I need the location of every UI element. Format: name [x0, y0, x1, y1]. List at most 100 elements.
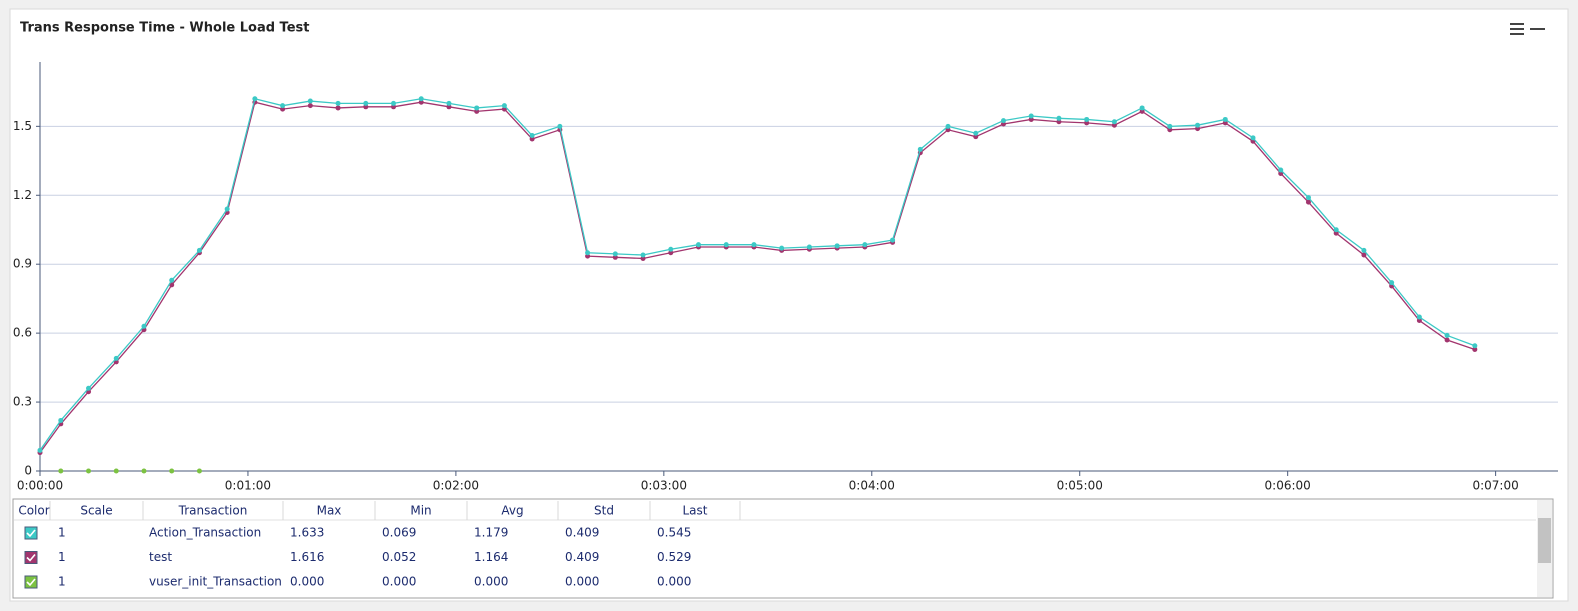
- column-header: Std: [594, 504, 614, 518]
- data-point: [1305, 199, 1311, 205]
- x-tick-label: 0:04:00: [849, 479, 895, 493]
- data-point: [973, 130, 979, 136]
- data-point: [1333, 227, 1339, 233]
- data-point: [446, 104, 452, 110]
- y-tick-label: 0.3: [13, 395, 32, 409]
- table-cell: 0.545: [657, 526, 691, 540]
- data-point: [1305, 195, 1311, 201]
- data-point: [1472, 343, 1478, 349]
- table-cell: 1: [58, 526, 66, 540]
- data-point: [1222, 116, 1228, 122]
- data-point: [945, 127, 951, 133]
- data-point: [307, 103, 313, 109]
- data-point: [1195, 122, 1201, 128]
- data-point: [917, 146, 923, 152]
- x-tick-label: 0:06:00: [1265, 479, 1311, 493]
- data-point: [113, 468, 119, 474]
- data-point: [1084, 116, 1090, 122]
- x-tick-label: 0:03:00: [641, 479, 687, 493]
- data-point: [834, 243, 840, 249]
- column-header: Avg: [501, 504, 523, 518]
- data-point: [252, 96, 258, 102]
- data-point: [391, 104, 397, 110]
- data-point: [1167, 127, 1173, 133]
- data-point: [1028, 116, 1034, 122]
- checkmark: [26, 553, 36, 562]
- data-point: [1000, 121, 1006, 127]
- chart-title: Trans Response Time - Whole Load Test: [20, 21, 309, 36]
- data-point: [335, 100, 341, 106]
- table-cell: 0.000: [474, 575, 508, 589]
- table-cell: 1.633: [290, 526, 324, 540]
- table-cell: 0.529: [657, 550, 691, 564]
- table-cell: 0.000: [290, 575, 324, 589]
- data-point: [612, 251, 618, 257]
- data-point: [1416, 317, 1422, 323]
- data-point: [1084, 120, 1090, 126]
- table-cell: 0.069: [382, 526, 416, 540]
- table-cell: 0.000: [565, 575, 599, 589]
- data-point: [474, 108, 480, 114]
- data-point: [418, 99, 424, 105]
- data-point: [695, 242, 701, 248]
- y-tick-label: 1.5: [13, 119, 32, 133]
- y-tick-label: 0.6: [13, 326, 32, 340]
- data-point: [37, 447, 43, 453]
- scrollbar-thumb[interactable]: [1538, 518, 1551, 563]
- data-point: [973, 134, 979, 140]
- menu-button[interactable]: [1510, 23, 1524, 35]
- data-point: [1333, 230, 1339, 236]
- data-point: [307, 98, 313, 104]
- table-cell: 0.409: [565, 526, 599, 540]
- data-point: [779, 245, 785, 251]
- data-point: [335, 105, 341, 111]
- table-cell: 1: [58, 550, 66, 564]
- data-point: [196, 247, 202, 253]
- data-point: [86, 385, 92, 391]
- column-header: Max: [317, 504, 342, 518]
- legend-table: [12, 498, 1554, 599]
- column-header: Scale: [80, 504, 112, 518]
- data-point: [1472, 346, 1478, 352]
- data-point: [1222, 120, 1228, 126]
- table-cell: 1: [58, 575, 66, 589]
- data-point: [474, 105, 480, 111]
- data-point: [1416, 314, 1422, 320]
- data-point: [640, 252, 646, 258]
- data-point: [529, 136, 535, 142]
- x-tick-label: 0:05:00: [1057, 479, 1103, 493]
- data-point: [169, 468, 175, 474]
- data-point: [751, 242, 757, 248]
- data-point: [612, 254, 618, 260]
- transaction-name: Action_Transaction: [149, 526, 261, 540]
- color-checkbox[interactable]: [24, 551, 38, 564]
- data-point: [169, 282, 175, 288]
- column-header: Last: [683, 504, 708, 518]
- data-point: [668, 250, 674, 256]
- data-point: [585, 253, 591, 259]
- data-point: [280, 103, 286, 109]
- column-header: Transaction: [178, 504, 248, 518]
- data-point: [1111, 122, 1117, 128]
- data-point: [1056, 115, 1062, 121]
- data-point: [1250, 135, 1256, 141]
- data-point: [1056, 119, 1062, 125]
- data-point: [668, 246, 674, 252]
- table-cell: 0.409: [565, 550, 599, 564]
- color-checkbox[interactable]: [24, 575, 38, 589]
- data-point: [141, 468, 147, 474]
- data-point: [1139, 108, 1145, 114]
- table-cell: 1.179: [474, 526, 508, 540]
- data-point: [501, 103, 507, 109]
- data-point: [640, 255, 646, 261]
- data-point: [1028, 113, 1034, 119]
- data-point: [945, 123, 951, 129]
- data-point: [1195, 126, 1201, 132]
- table-cell: 0.052: [382, 550, 416, 564]
- data-point: [890, 237, 896, 243]
- data-point: [113, 355, 119, 361]
- data-point: [58, 417, 64, 423]
- data-point: [1111, 119, 1117, 125]
- color-checkbox[interactable]: [24, 526, 38, 540]
